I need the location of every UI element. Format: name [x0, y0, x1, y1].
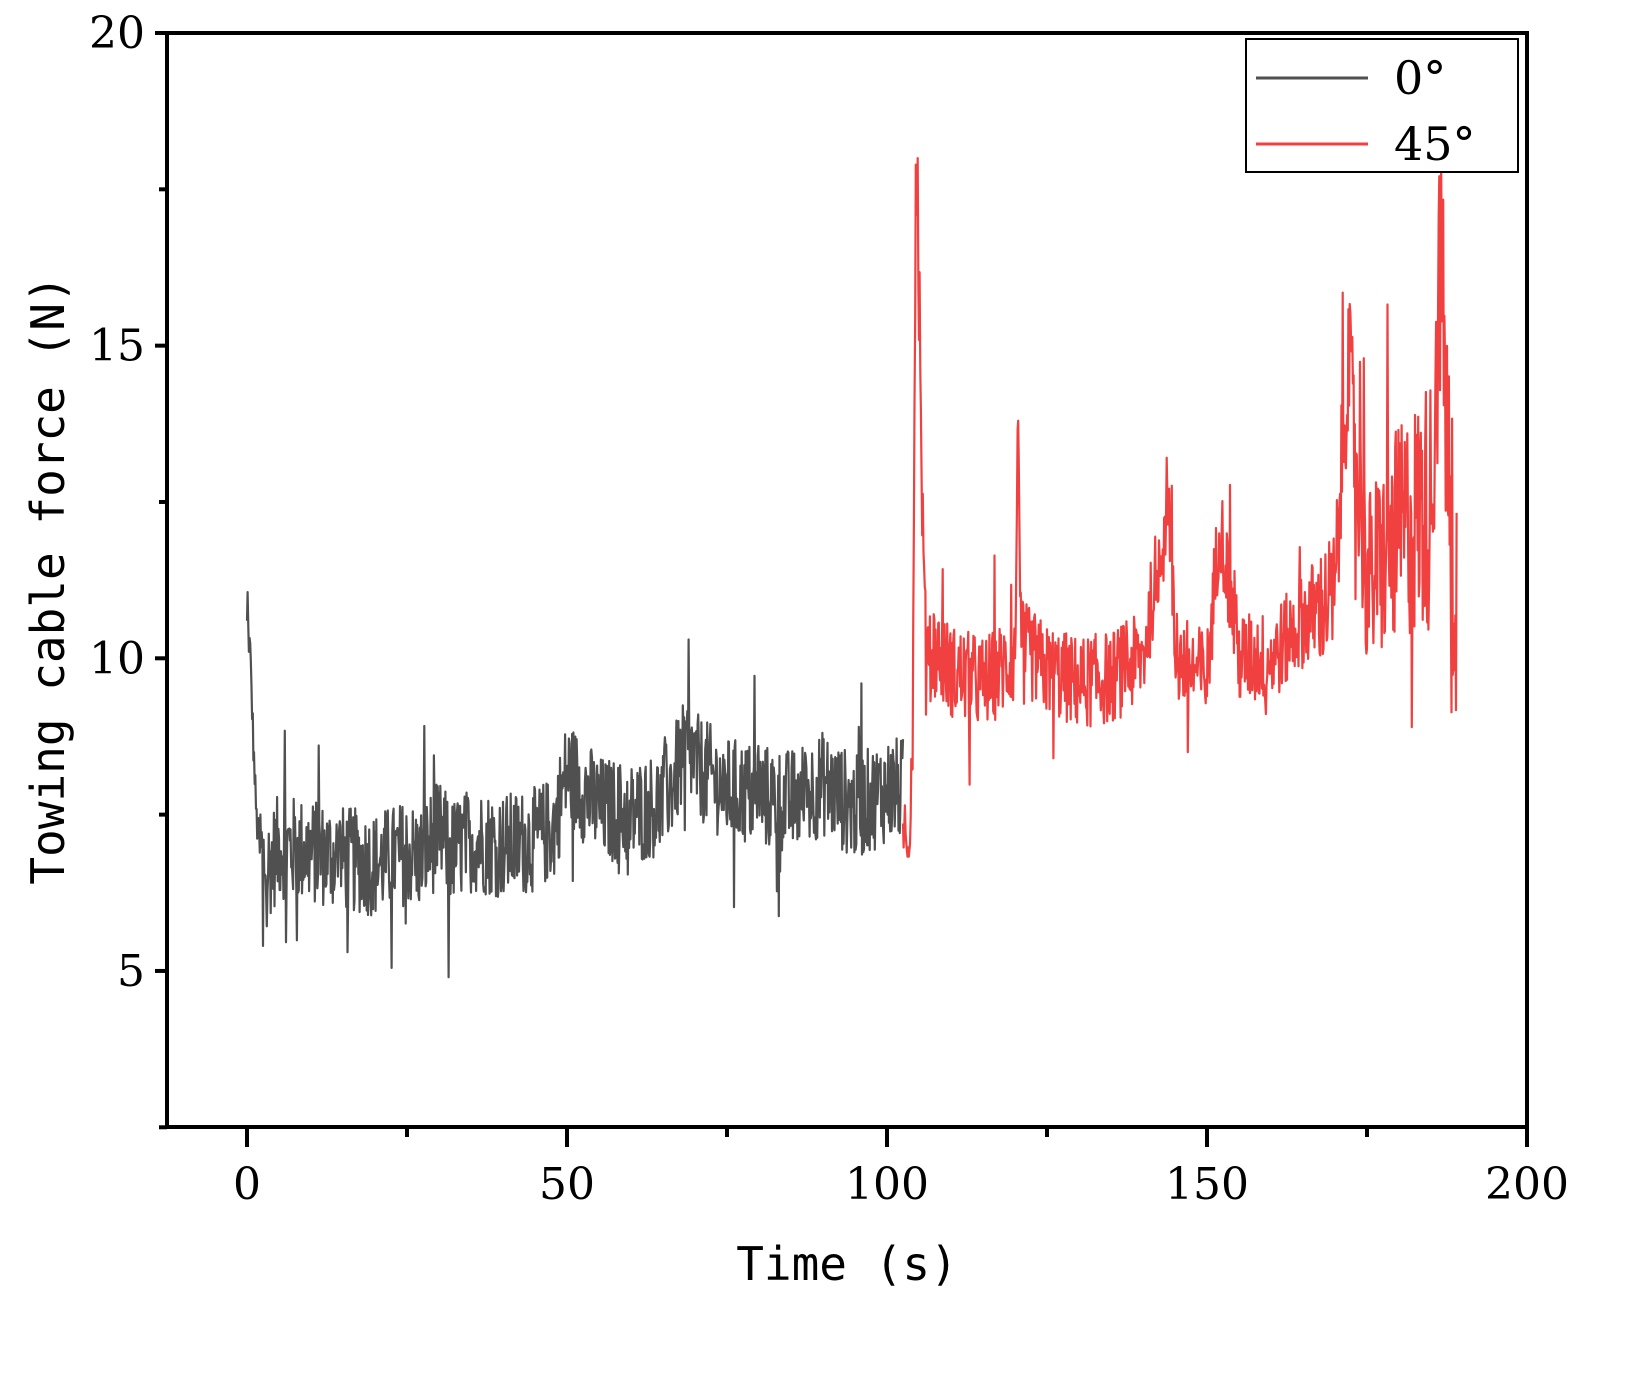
x-tick-label: 50 — [539, 1159, 595, 1210]
x-tick-label: 200 — [1485, 1159, 1569, 1210]
legend-label-0deg: 0° — [1394, 51, 1446, 105]
y-tick-label: 10 — [89, 633, 145, 684]
x-tick-label: 0 — [233, 1159, 261, 1210]
y-axis-title: Towing cable force (N) — [21, 275, 75, 884]
legend-box — [1245, 38, 1519, 173]
x-axis-title: Time (s) — [736, 1237, 958, 1291]
x-tick-label: 150 — [1165, 1159, 1249, 1210]
series-45deg-line — [901, 157, 1458, 858]
legend-label-45deg: 45° — [1394, 117, 1476, 171]
y-tick-label: 20 — [89, 8, 145, 59]
plot-frame — [165, 31, 1529, 1129]
series-0deg-line — [245, 591, 905, 979]
plot-area — [245, 157, 1458, 979]
x-tick-label: 100 — [845, 1159, 929, 1210]
y-tick-label: 15 — [89, 321, 145, 372]
legend: 0° 45° — [1245, 38, 1519, 173]
y-axis: 5 10 15 20 — [89, 8, 167, 1130]
y-tick-label: 5 — [117, 946, 145, 997]
axes-frame — [165, 31, 1529, 1129]
x-axis: 0 50 100 150 200 — [233, 1127, 1569, 1210]
